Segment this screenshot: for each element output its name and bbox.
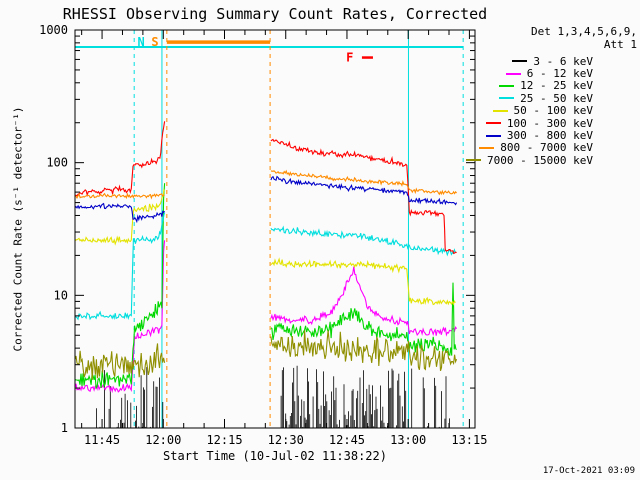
legend-item: 7000 - 15000 keV [466, 153, 593, 167]
axes-box [74, 29, 476, 429]
flag-label-N: N [138, 35, 145, 49]
legend-color-dash [485, 134, 501, 137]
legend-label: 25 - 50 keV [520, 91, 593, 105]
legend-label: 300 - 800 keV [506, 129, 593, 143]
y-tick-label: 1000 [39, 23, 68, 37]
y-tick-label: 1 [61, 421, 68, 435]
legend-color-dash [505, 72, 521, 75]
series-100-300keV [74, 121, 457, 255]
legend-header: Det 1,3,4,5,6,9, Att 1 [466, 25, 637, 51]
legend-item: 6 - 12 keV [466, 67, 593, 81]
series-300-800keV [74, 175, 458, 224]
chart-title: RHESSI Observing Summary Count Rates, Co… [62, 5, 488, 23]
legend-item: 50 - 100 keV [466, 104, 593, 118]
series-12-25keV [74, 183, 457, 390]
flag-label-F: F [346, 51, 353, 65]
series-800-7000keV [74, 169, 458, 200]
series-6-12keV [74, 240, 458, 394]
y-tick-label: 10 [54, 288, 68, 302]
legend-label: 800 - 7000 keV [500, 141, 593, 155]
legend-color-dash [512, 60, 528, 63]
legend-color-dash [492, 109, 508, 112]
x-tick-label: 12:00 [145, 433, 181, 447]
x-tick-label: 12:45 [329, 433, 365, 447]
flag-label-S: S [151, 35, 158, 49]
series-25-50keV [75, 212, 456, 321]
axis-tick-labels: 11:45 12:00 12:15 12:30 12:45 13:00 13:15 1 10 10… [39, 23, 487, 447]
x-tick-label: 12:30 [268, 433, 304, 447]
x-tick-label: 13:00 [390, 433, 426, 447]
legend-item: 300 - 800 keV [466, 129, 593, 143]
x-tick-label: 13:15 [451, 433, 487, 447]
y-axis-label: Corrected Count Rate (s⁻¹ detector⁻¹) [11, 106, 25, 352]
series-50-100keV [74, 189, 456, 306]
legend-color-dash [499, 97, 515, 100]
legend-color-dash [499, 84, 515, 87]
legend-color-dash [485, 122, 501, 125]
legend-label: 6 - 12 keV [526, 67, 593, 81]
series-7000-15000keV [74, 330, 458, 380]
x-tick-label: 12:15 [206, 433, 242, 447]
legend-color-dash [466, 159, 482, 162]
legend-label: 50 - 100 keV [513, 104, 593, 118]
legend-item: 25 - 50 keV [466, 91, 593, 105]
series-3-6keV [96, 365, 450, 428]
legend-item: 3 - 6 keV [466, 54, 593, 68]
legend-item: 800 - 7000 keV [466, 141, 593, 155]
creation-timestamp: 17-Oct-2021 03:09 [542, 466, 635, 476]
legend-label: 7000 - 15000 keV [487, 153, 593, 167]
x-tick-label: 11:45 [84, 433, 120, 447]
legend-label: 3 - 6 keV [533, 54, 593, 68]
legend-header-attenuator: Att 1 [603, 38, 637, 51]
legend-item: 100 - 300 keV [466, 116, 593, 130]
legend-color-dash [479, 146, 495, 149]
legend-item: 12 - 25 keV [466, 79, 593, 93]
legend-header-detectors: Det 1,3,4,5,6,9, [531, 25, 637, 38]
legend-label: 12 - 25 keV [520, 79, 593, 93]
x-axis-label: Start Time (10-Jul-02 11:38:22) [163, 449, 387, 463]
y-tick-label: 100 [46, 156, 68, 170]
legend: Det 1,3,4,5,6,9, Att 1 3 - 6 keV 6 - 12 k… [466, 25, 637, 167]
legend-entries: 3 - 6 keV 6 - 12 keV 12 - 25 keV 25 - 50 ke… [466, 55, 593, 167]
axis-ticks [75, 29, 475, 429]
legend-label: 100 - 300 keV [506, 116, 593, 130]
